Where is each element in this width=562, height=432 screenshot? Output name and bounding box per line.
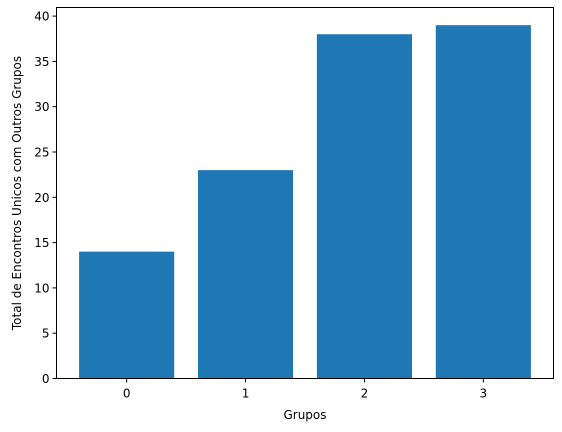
x-tick-label: 0 bbox=[123, 387, 131, 401]
bar-2 bbox=[316, 34, 413, 379]
y-tick-label: 0 bbox=[42, 372, 50, 386]
x-tick-label: 2 bbox=[361, 387, 369, 401]
bars-group bbox=[79, 25, 531, 379]
bar-3 bbox=[435, 25, 531, 379]
bar-1 bbox=[197, 170, 294, 379]
y-tick-label: 35 bbox=[34, 55, 49, 69]
y-tick-label: 20 bbox=[34, 191, 49, 205]
bar-0 bbox=[79, 251, 175, 379]
x-axis-ticks: 0 1 2 3 bbox=[123, 378, 488, 401]
y-axis-ticks: 0 5 10 15 20 25 30 35 40 bbox=[34, 10, 57, 386]
y-axis-label: Total de Encontros Unicos com Outros Gru… bbox=[10, 56, 24, 331]
x-axis-label: Grupos bbox=[283, 408, 326, 422]
y-tick-label: 10 bbox=[34, 281, 49, 295]
y-tick-label: 15 bbox=[34, 236, 49, 250]
y-tick-label: 30 bbox=[34, 100, 49, 114]
x-tick-label: 3 bbox=[480, 387, 488, 401]
y-tick-label: 25 bbox=[34, 146, 49, 160]
plot-frame bbox=[56, 7, 554, 379]
y-tick-label: 5 bbox=[42, 327, 50, 341]
y-tick-label: 40 bbox=[34, 10, 49, 24]
x-tick-label: 1 bbox=[242, 387, 250, 401]
